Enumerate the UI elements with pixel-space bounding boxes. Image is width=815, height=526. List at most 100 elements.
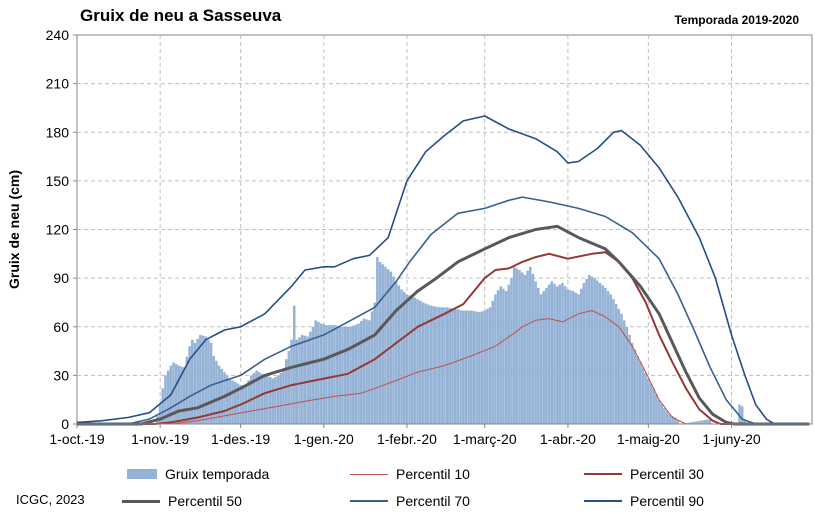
y-tick-label: 120 (46, 222, 70, 238)
chart-title: Gruix de neu a Sasseuva (80, 6, 282, 25)
snow-depth-bar (630, 342, 634, 424)
snow-depth-bar (440, 307, 444, 424)
snow-depth-bar (193, 342, 197, 424)
snow-depth-bar (585, 278, 588, 424)
snow-depth-bar (523, 274, 527, 424)
snow-depth-bar (354, 324, 358, 424)
snow-depth-bar (410, 296, 414, 424)
legend-swatch-line (122, 499, 160, 503)
snow-depth-bar (590, 276, 594, 424)
snow-depth-bar (515, 268, 519, 424)
snow-depth-bar (300, 334, 304, 424)
snow-depth-bar (545, 287, 548, 424)
snow-depth-bar (351, 325, 355, 424)
snow-depth-bar (408, 295, 411, 424)
snow-depth-bar (223, 372, 226, 424)
snow-depth-bar (427, 304, 430, 424)
legend-label: Percentil 90 (630, 493, 704, 509)
y-tick-label: 240 (46, 27, 70, 43)
snow-depth-bar (496, 290, 500, 424)
snow-depth-bar (209, 342, 213, 424)
snow-depth-bar (614, 304, 618, 424)
snow-depth-bar (322, 324, 325, 424)
snow-depth-bar (472, 311, 476, 424)
snow-depth-bar (636, 355, 639, 424)
snow-depth-bar (708, 419, 712, 424)
snow-depth-bar (295, 339, 299, 424)
x-tick-label: 1-nov.-19 (131, 431, 189, 447)
snow-depth-bar (271, 378, 275, 424)
snow-depth-bar (413, 297, 417, 424)
snow-depth-bar (172, 362, 175, 424)
snow-depth-bar (486, 308, 489, 424)
snow-depth-bar (287, 351, 291, 424)
snow-depth-bar (504, 291, 508, 424)
y-tick-label: 150 (46, 173, 70, 189)
snow-depth-bar (451, 308, 454, 424)
snow-depth-bar (228, 378, 232, 424)
snow-depth-bar (531, 274, 535, 424)
snow-depth-bar (258, 372, 261, 424)
season-label: Temporada 2019-2020 (674, 13, 799, 27)
snow-depth-bar (376, 257, 379, 424)
snow-depth-bar (483, 310, 486, 424)
snow-depth-bar (247, 380, 250, 424)
snow-depth-bar (617, 308, 621, 424)
snow-depth-bar (212, 355, 216, 424)
snow-depth-bar (464, 310, 468, 424)
x-tick-label: 1-gen.-20 (294, 431, 354, 447)
legend-swatch-line (584, 473, 622, 475)
snow-depth-bar (424, 303, 427, 424)
snow-depth-bar (488, 307, 492, 424)
snow-depth-bar (612, 299, 615, 424)
snow-depth-bar (360, 321, 363, 424)
snow-depth-bar (703, 420, 706, 424)
snow-depth-bar (419, 300, 422, 424)
snow-depth-bar (241, 385, 245, 424)
legend-percentil-10: Percentil 10 (350, 465, 470, 483)
snow-depth-bar (365, 319, 368, 424)
snow-depth-bar (510, 278, 513, 424)
snow-depth-bar (343, 326, 347, 424)
legend-label: Percentil 50 (168, 493, 242, 509)
snow-depth-bar (542, 291, 545, 424)
snow-depth-bar (555, 286, 559, 424)
x-tick-label: 1-des.-19 (211, 431, 270, 447)
snow-depth-bar (695, 421, 698, 424)
snow-depth-bar (475, 311, 478, 424)
snow-depth-bar (429, 305, 433, 424)
y-tick-label: 210 (46, 76, 70, 92)
snow-depth-bar (397, 285, 401, 424)
snow-depth-bar (534, 281, 537, 424)
snow-depth-bar (569, 290, 572, 424)
snow-depth-bar (512, 266, 516, 424)
snow-depth-bar (638, 361, 642, 424)
y-tick-label: 30 (53, 367, 69, 383)
snow-depth-bar (421, 302, 425, 424)
snow-depth-bar (647, 378, 650, 424)
snow-depth-bar (528, 266, 532, 424)
snow-depth-bar (333, 325, 336, 424)
snow-depth-bar (368, 320, 371, 424)
snow-depth-bar (196, 338, 199, 424)
snow-depth-bar (644, 372, 647, 424)
snow-depth-bar (378, 261, 382, 424)
snow-depth-bar (571, 291, 575, 424)
snow-depth-bar (279, 372, 283, 424)
snow-depth-bar (306, 336, 309, 424)
legend-label: Percentil 70 (396, 493, 470, 509)
snow-depth-bar (628, 334, 631, 424)
snow-depth-bar (649, 383, 653, 424)
snow-depth-bar (182, 367, 186, 424)
snow-depth-bar (550, 281, 554, 424)
snow-depth-bar (292, 305, 296, 424)
snow-depth-bar (743, 420, 747, 424)
snow-depth-bar (668, 414, 672, 424)
snow-depth-bar (386, 269, 390, 424)
y-tick-label: 90 (53, 270, 69, 286)
snow-depth-bar (188, 346, 191, 424)
snow-depth-bar (284, 359, 288, 424)
snow-depth-bar (652, 388, 655, 424)
snow-depth-bar (563, 286, 567, 424)
snow-depth-bar (660, 403, 663, 424)
